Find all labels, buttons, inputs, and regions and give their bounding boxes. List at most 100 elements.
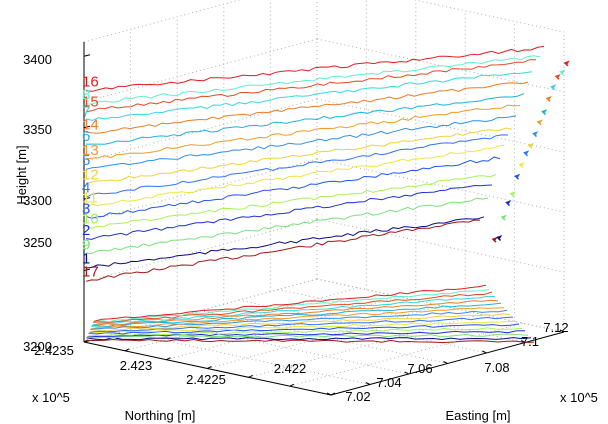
series-end-marker (559, 69, 566, 76)
z-tick-mark (83, 268, 91, 272)
projected-line (90, 307, 505, 330)
series-label: 13 (82, 142, 99, 159)
projected-line (92, 291, 493, 323)
series-end-marker (532, 131, 539, 138)
y-tick-mark (559, 329, 565, 333)
grid-line (83, 158, 318, 223)
series-end-marker (563, 60, 570, 67)
series-line (85, 45, 545, 92)
series-label: 3 (82, 201, 90, 218)
projected-line (91, 299, 499, 326)
grid-line (412, 0, 565, 33)
grid-line (125, 287, 359, 352)
projected-line (91, 302, 502, 328)
x-tick-label: 2.4225 (186, 372, 226, 387)
series-end-marker (518, 162, 525, 169)
series-end-marker (545, 95, 552, 102)
series-line (85, 134, 509, 198)
y-tick-label: 7.04 (376, 375, 401, 390)
series-label: 16 (82, 74, 99, 91)
projected-line (85, 338, 535, 344)
series-end-marker (514, 173, 521, 180)
series-line (85, 156, 501, 219)
projected-line (90, 309, 508, 330)
series-label: 14 (82, 116, 99, 133)
series-end-marker (505, 200, 512, 207)
series-label: 5 (82, 152, 90, 169)
series-line (86, 93, 525, 145)
series-line (85, 174, 497, 229)
z-axis-ticks: 3200 3250 3300 3350 3400 (23, 52, 52, 354)
series-line (85, 216, 485, 269)
y-tick-mark (482, 350, 487, 354)
series-line (85, 197, 489, 254)
y-tick-label: 7.1 (521, 334, 539, 349)
x-tick-label: 2.4235 (34, 343, 74, 358)
y-tick-label: 7.06 (407, 361, 432, 376)
series-end-marker (541, 109, 548, 116)
y-axis-ticks: 7.02 7.04 7.06 7.08 7.1 7.12 (345, 320, 568, 404)
z-tick-label: 3250 (23, 235, 52, 250)
grid-line (316, 218, 565, 273)
series-line (85, 81, 529, 134)
projected-line (86, 337, 532, 341)
series-end-marker (536, 119, 543, 126)
grid-line (83, 0, 242, 43)
series-label: 15 (82, 94, 99, 111)
y-tick-mark (365, 382, 371, 385)
x-tick-label: 2.423 (120, 358, 153, 373)
series-line (85, 127, 513, 185)
z-axis-label: Height [m] (14, 145, 29, 204)
series-line (85, 219, 481, 282)
series-end-marker (527, 142, 534, 149)
series-label: 8 (82, 86, 90, 103)
projected-lines (85, 284, 535, 344)
series-label: 2 (82, 222, 90, 239)
grid-line (83, 38, 318, 103)
z-tick-mark (83, 125, 91, 129)
series-label: 6 (82, 128, 90, 145)
series-end-marker (554, 73, 561, 80)
series-end-marker (509, 191, 516, 198)
z-tick-mark (83, 54, 91, 57)
series-end-marker (500, 214, 507, 221)
series-label: 12 (82, 166, 99, 183)
grid-line (83, 98, 318, 163)
series-label: 10 (82, 211, 99, 228)
y-axis-scale: x 10^5 (560, 390, 598, 405)
x-tick-label: 2.422 (274, 361, 307, 376)
series-line (85, 71, 533, 121)
z-tick-label: 3200 (23, 339, 52, 354)
grid-lines (83, 0, 565, 396)
x-axis-ticks: 2.422 2.4225 2.423 2.4235 (34, 343, 306, 387)
series-end-marker (491, 236, 498, 243)
z-tick-label: 3350 (23, 122, 52, 137)
series-label: 17 (82, 264, 99, 281)
projected-line (88, 320, 517, 334)
x-tick-mark (207, 366, 212, 369)
series-line (85, 104, 521, 160)
series-lines (85, 45, 545, 282)
series-label: 7 (82, 104, 90, 121)
projected-line (92, 295, 496, 326)
grid-line (289, 322, 523, 387)
series-end-marker (523, 150, 530, 157)
series-label: 9 (82, 236, 90, 253)
series-end-marker (496, 235, 503, 241)
projected-line (87, 330, 526, 338)
projected-line (86, 333, 529, 339)
y-tick-mark (326, 392, 332, 396)
grid-line (83, 218, 318, 283)
series-line (85, 144, 505, 209)
projected-line (89, 313, 511, 332)
y-tick-label: 7.08 (484, 360, 509, 375)
series-end-marker (550, 84, 557, 91)
series-line (85, 184, 493, 240)
z-tick-mark (83, 197, 91, 200)
series-end-markers (491, 60, 570, 243)
x-axis-label: Northing [m] (125, 408, 196, 423)
z-tick-label: 3300 (23, 193, 52, 208)
projected-line (88, 323, 520, 335)
